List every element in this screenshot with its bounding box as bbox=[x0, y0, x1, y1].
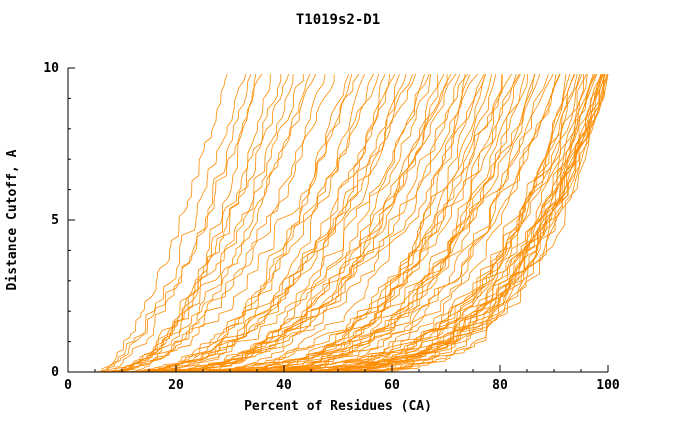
model-curve bbox=[100, 73, 228, 373]
axis-lines bbox=[67, 68, 608, 373]
model-curve bbox=[111, 74, 335, 373]
model-curve bbox=[139, 73, 416, 373]
x-tick-label: 100 bbox=[596, 378, 620, 393]
model-curve bbox=[172, 74, 604, 373]
model-curve bbox=[99, 73, 252, 373]
model-curve bbox=[100, 73, 263, 373]
model-curve bbox=[94, 73, 247, 373]
model-curve bbox=[107, 73, 360, 373]
y-tick-label: 0 bbox=[51, 365, 59, 380]
model-curve bbox=[122, 73, 430, 373]
y-tick-label: 5 bbox=[51, 213, 59, 228]
model-curve bbox=[168, 73, 541, 373]
model-curve bbox=[131, 73, 365, 373]
model-curve bbox=[144, 73, 407, 373]
model-curve bbox=[124, 73, 350, 373]
model-curve bbox=[133, 73, 457, 373]
x-tick-label: 20 bbox=[168, 378, 184, 393]
y-axis-label: Distance Cutoff, A bbox=[5, 149, 20, 290]
model-curve bbox=[128, 73, 311, 373]
model-curve bbox=[154, 74, 448, 373]
x-tick-label: 40 bbox=[276, 378, 292, 393]
model-curve bbox=[155, 73, 461, 373]
model-curve bbox=[203, 74, 466, 373]
model-curve bbox=[109, 74, 391, 373]
model-curve bbox=[175, 73, 561, 373]
model-curve bbox=[349, 73, 604, 373]
x-tick-label: 0 bbox=[64, 378, 72, 393]
chart-title: T1019s2-D1 bbox=[296, 12, 380, 28]
model-curve bbox=[123, 73, 554, 373]
model-curve bbox=[120, 73, 290, 373]
curves-group bbox=[93, 73, 609, 373]
model-curve bbox=[214, 73, 549, 373]
model-curve bbox=[111, 74, 282, 373]
model-curve bbox=[242, 73, 486, 373]
x-axis-label: Percent of Residues (CA) bbox=[244, 399, 432, 414]
model-curve bbox=[130, 73, 396, 373]
model-curve bbox=[188, 73, 386, 373]
model-curve bbox=[116, 73, 413, 373]
model-curve bbox=[166, 74, 492, 373]
model-curve bbox=[105, 73, 316, 373]
y-tick-label: 10 bbox=[43, 61, 59, 76]
model-curve bbox=[112, 73, 452, 373]
model-curve bbox=[93, 74, 294, 373]
model-curve bbox=[273, 73, 603, 373]
x-tick-label: 80 bbox=[492, 378, 508, 393]
axes-group: 0 20 40 60 80 100 0 5 10 bbox=[43, 61, 620, 393]
model-curve bbox=[143, 73, 379, 373]
model-curve bbox=[159, 74, 353, 373]
x-tick-label: 60 bbox=[384, 378, 400, 393]
